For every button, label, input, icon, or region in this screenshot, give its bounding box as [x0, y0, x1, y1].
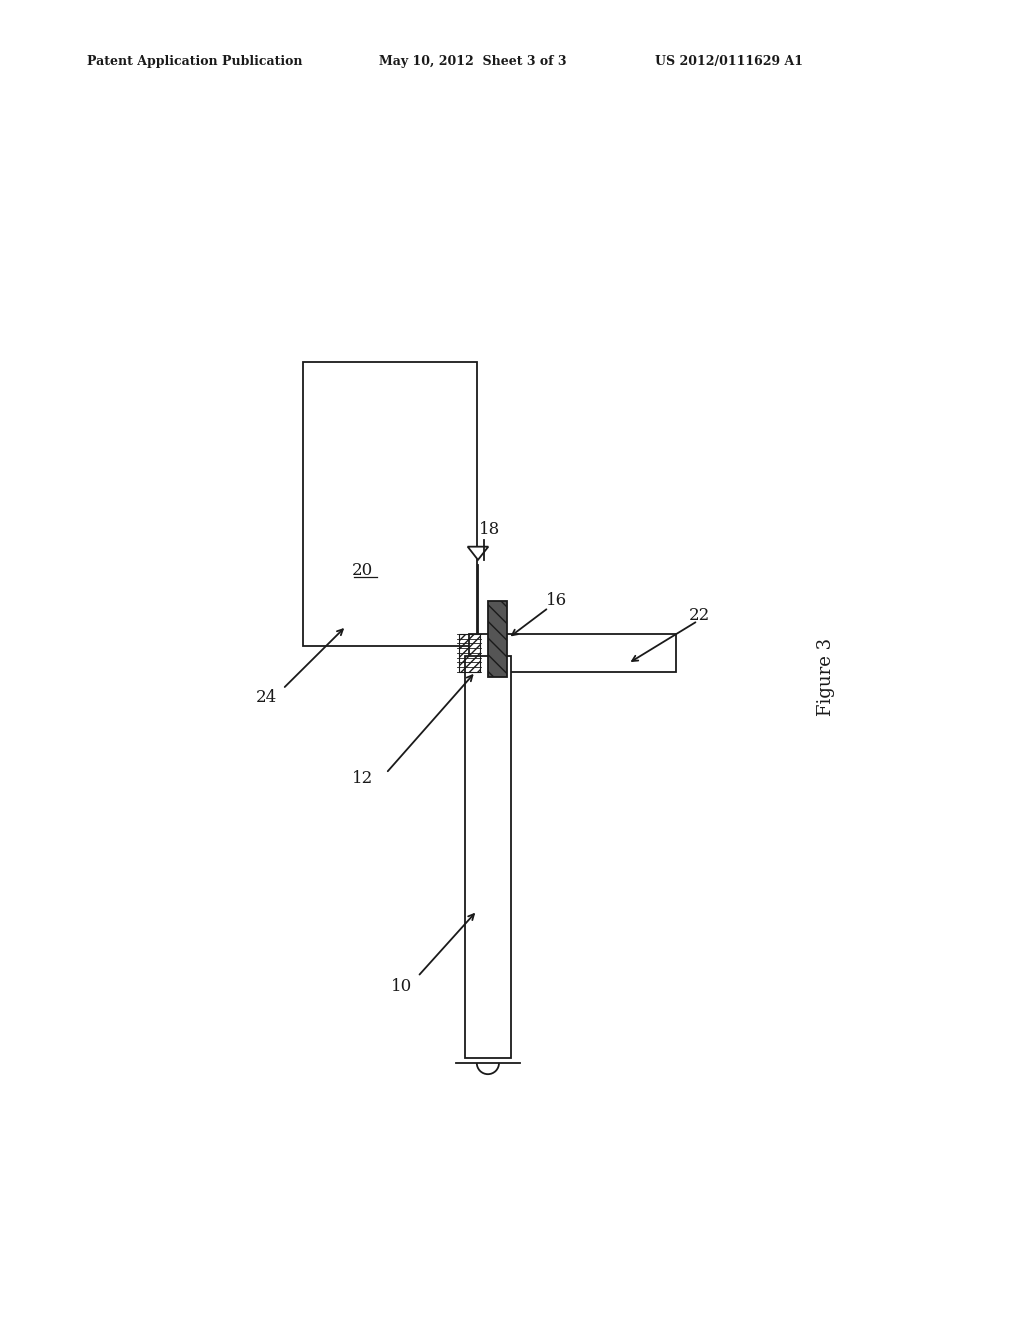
- Text: Patent Application Publication: Patent Application Publication: [87, 55, 302, 69]
- Text: Figure 3: Figure 3: [817, 638, 836, 715]
- Bar: [303, 362, 477, 647]
- Text: 24: 24: [256, 689, 278, 706]
- Text: May 10, 2012  Sheet 3 of 3: May 10, 2012 Sheet 3 of 3: [379, 55, 566, 69]
- Bar: [469, 634, 676, 672]
- Bar: [487, 601, 507, 677]
- Text: 18: 18: [478, 521, 500, 537]
- Text: 12: 12: [351, 770, 373, 787]
- Text: 10: 10: [391, 978, 413, 995]
- Text: 16: 16: [546, 593, 567, 609]
- Text: US 2012/0111629 A1: US 2012/0111629 A1: [655, 55, 804, 69]
- Text: 20: 20: [351, 561, 373, 578]
- Bar: [465, 656, 511, 1057]
- Bar: [459, 634, 479, 672]
- Text: 22: 22: [689, 607, 710, 624]
- Polygon shape: [468, 546, 488, 560]
